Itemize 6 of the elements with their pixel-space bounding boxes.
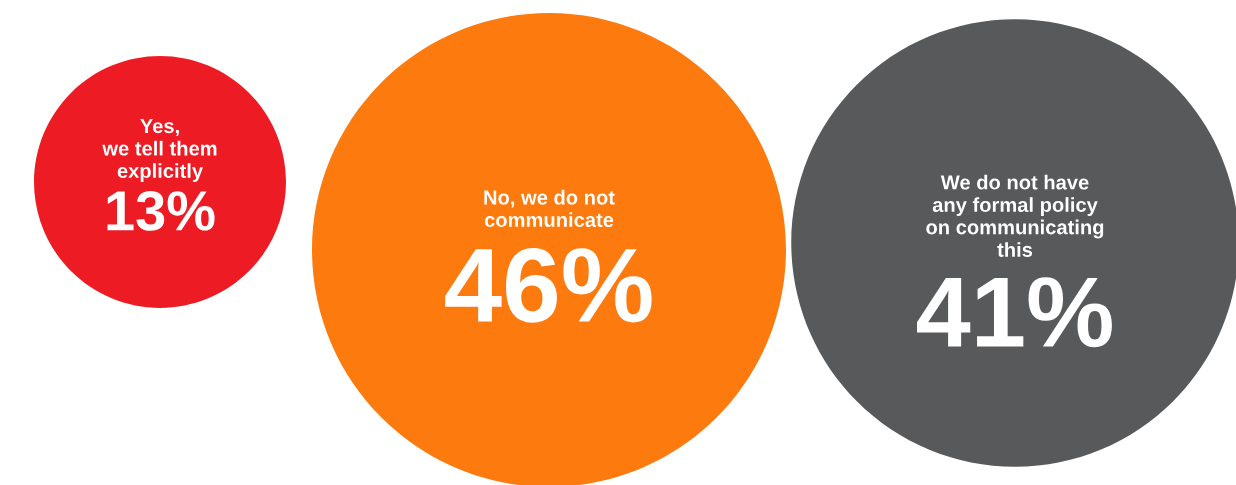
category-label: We do not have any formal policy on communicating this — [926, 174, 1104, 257]
category-label: No, we do not communicate — [484, 189, 615, 228]
data-label: 13% — [107, 191, 215, 231]
category-label: Yes, we tell them explicitly — [102, 119, 217, 182]
data-label: 41% — [916, 277, 1112, 348]
data-label: 46% — [445, 248, 652, 323]
